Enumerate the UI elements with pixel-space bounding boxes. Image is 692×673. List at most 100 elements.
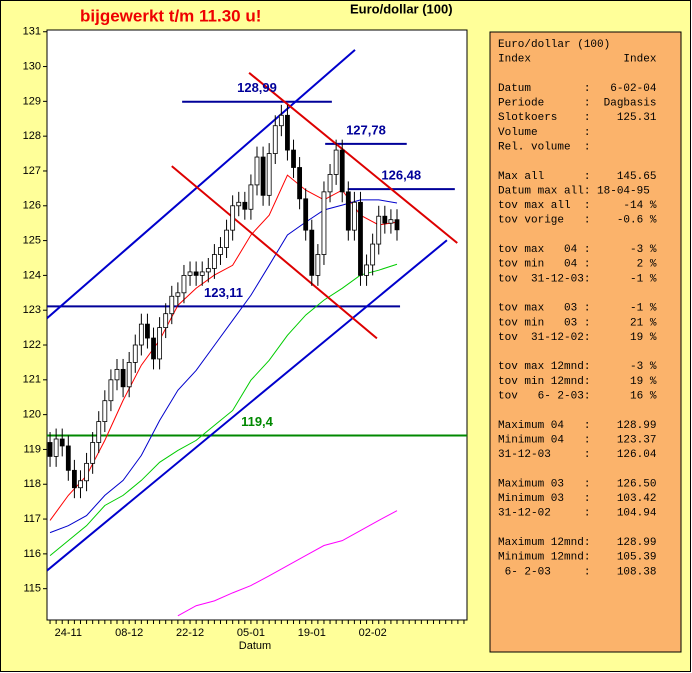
average-line	[49, 174, 398, 521]
candle-body	[297, 167, 303, 200]
panel-line: tov vorige : -0.6 %	[498, 215, 657, 227]
x-tick-label: 19-01	[298, 627, 326, 639]
panel-line: tov min 12mnd: 19 %	[498, 376, 657, 388]
candle-body	[376, 215, 382, 245]
y-tick-label: 126	[23, 200, 41, 212]
y-tick-label: 130	[23, 60, 41, 72]
candle-body	[272, 125, 278, 154]
candle-body	[211, 254, 217, 269]
candle-body	[71, 469, 77, 489]
average-line	[49, 263, 398, 556]
panel-line: Minimum 03 : 103.42	[498, 493, 656, 505]
panel-line: Maximum 04 : 128.99	[498, 420, 656, 432]
panel-line: Datum : 6-02-04	[498, 83, 657, 95]
candle-body	[278, 114, 284, 127]
plot-area	[46, 29, 468, 621]
candle-body	[65, 445, 71, 471]
candle-body	[291, 149, 296, 168]
y-tick-label: 122	[23, 339, 41, 351]
x-tick-label: 08-12	[115, 627, 143, 639]
candle-body	[382, 215, 388, 224]
y-tick-label: 116	[23, 548, 41, 560]
panel-line: Minimum 12mnd: 105.39	[498, 552, 656, 564]
candle-body	[120, 368, 126, 388]
panel-line: Maximum 03 : 126.50	[498, 478, 656, 490]
candle-body	[339, 149, 345, 193]
candle-body	[321, 191, 327, 255]
candle-body	[187, 271, 193, 276]
average-line	[49, 199, 398, 534]
candle-body	[114, 368, 120, 381]
panel-line: tov min 04 : 2 %	[498, 259, 657, 271]
candle-body	[145, 323, 150, 339]
candle-body	[394, 219, 400, 231]
candle-body	[96, 421, 102, 443]
y-tick-label: 119	[23, 443, 41, 455]
level-label: 119,4	[241, 414, 274, 429]
x-axis-label: Datum	[239, 640, 271, 652]
candle-body	[90, 442, 96, 464]
panel-line: Rel. volume :	[498, 141, 590, 153]
candle-body	[248, 184, 254, 210]
info-panel	[489, 31, 682, 653]
candle-body	[132, 344, 138, 363]
x-tick-label: 02-02	[359, 627, 387, 639]
panel-line: tov 31-12-02: 19 %	[498, 332, 657, 344]
panel-line: Max all : 145.65	[498, 171, 656, 183]
trend-line	[248, 72, 458, 244]
candle-body	[260, 156, 266, 196]
candle-body	[224, 229, 229, 248]
candle-body	[78, 480, 83, 489]
panel-line: 31-12-03 : 126.04	[498, 449, 657, 461]
level-label: 126,48	[381, 168, 421, 183]
x-tick-label: 22-12	[176, 627, 204, 639]
candle-body	[59, 438, 65, 447]
level-label: 123,11	[204, 285, 243, 300]
candle-body	[266, 153, 272, 196]
y-tick-label: 124	[23, 269, 41, 281]
panel-line: Euro/dollar (100)	[498, 39, 610, 51]
y-tick-label: 123	[23, 304, 41, 316]
candle-body	[254, 156, 260, 186]
candle-body	[242, 201, 248, 210]
candle-body	[126, 362, 132, 388]
candle-body	[169, 295, 175, 315]
candle-body	[181, 274, 187, 294]
y-tick-label: 129	[23, 95, 41, 107]
panel-line: tov max 04 : -3 %	[498, 244, 657, 256]
panel-line: 31-12-02 : 104.94	[498, 508, 657, 520]
candle-body	[47, 442, 53, 457]
panel-line: Periode : Dagbasis	[498, 98, 656, 110]
chart-title: Euro/dollar (100)	[350, 1, 453, 16]
panel-line: tov 31-12-03: -1 %	[498, 273, 657, 285]
candle-body	[102, 400, 108, 422]
candle-body	[327, 174, 333, 193]
panel-line: Minimum 04 : 123.37	[498, 434, 656, 446]
trend-line	[47, 239, 448, 572]
y-tick-label: 127	[23, 165, 41, 177]
y-tick-label: 120	[23, 409, 41, 421]
candle-body	[84, 462, 89, 482]
candle-body	[175, 292, 181, 297]
panel-line: tov min 03 : 21 %	[498, 317, 657, 329]
panel-line: 6- 2-03 : 108.38	[498, 566, 656, 578]
y-tick-label: 121	[23, 374, 41, 386]
average-line	[177, 510, 398, 617]
panel-line: Volume :	[498, 127, 590, 139]
candle-body	[309, 229, 315, 276]
candle-body	[108, 379, 114, 402]
plot	[47, 49, 467, 617]
candle-body	[333, 149, 339, 175]
candle-body	[370, 243, 376, 266]
y-tick-label: 128	[23, 130, 41, 142]
level-label: 128,99	[237, 80, 277, 95]
trend-line	[171, 165, 378, 340]
candle-body	[285, 114, 290, 151]
candle-body	[236, 201, 242, 207]
y-tick-label: 118	[23, 478, 41, 490]
candle-body	[345, 191, 351, 231]
candle-body	[151, 337, 156, 360]
candle-body	[303, 198, 309, 231]
candle-body	[315, 254, 321, 276]
panel-line: Maximum 12mnd: 128.99	[498, 537, 656, 549]
